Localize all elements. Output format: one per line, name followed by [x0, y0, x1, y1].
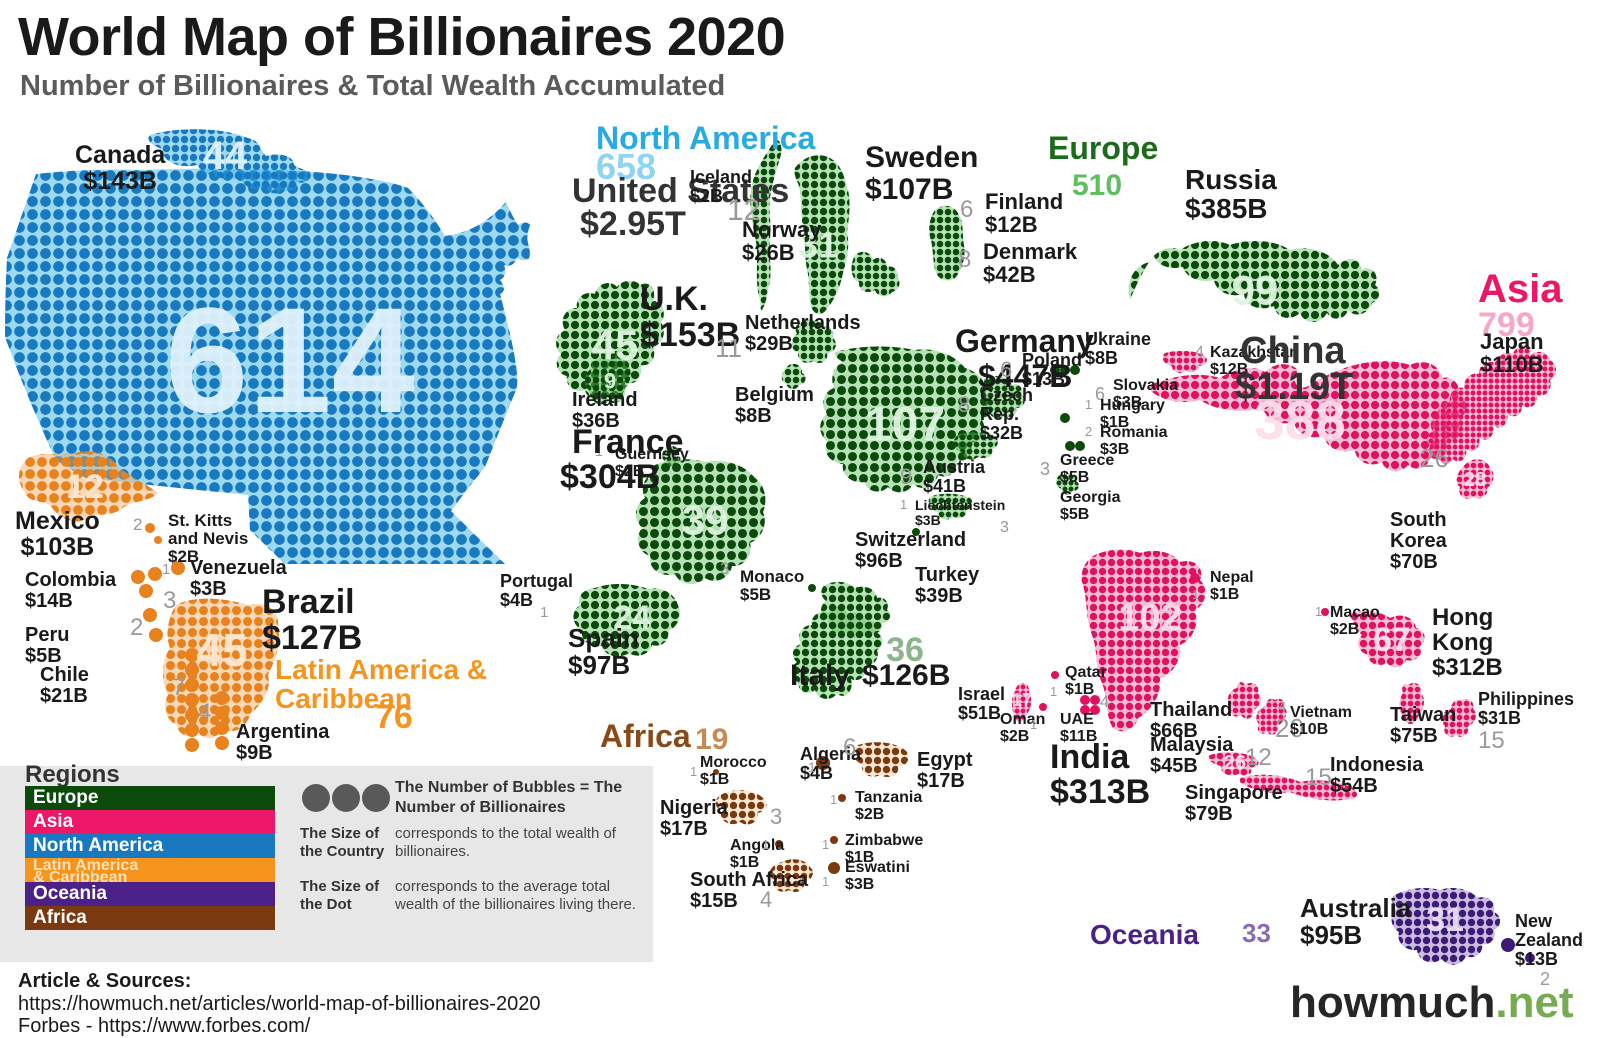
svg-text:45: 45 [592, 322, 639, 369]
svg-text:31: 31 [1426, 901, 1464, 939]
svg-text:44: 44 [203, 134, 248, 178]
svg-text:102: 102 [1118, 597, 1181, 639]
svg-text:99: 99 [1232, 267, 1279, 314]
svg-text:107: 107 [865, 399, 945, 452]
svg-text:614: 614 [165, 276, 415, 444]
svg-text:45: 45 [196, 624, 247, 676]
svg-text:17: 17 [1012, 690, 1032, 710]
svg-text:12: 12 [66, 468, 104, 506]
svg-text:28: 28 [1464, 469, 1486, 491]
svg-text:39: 39 [682, 497, 729, 544]
